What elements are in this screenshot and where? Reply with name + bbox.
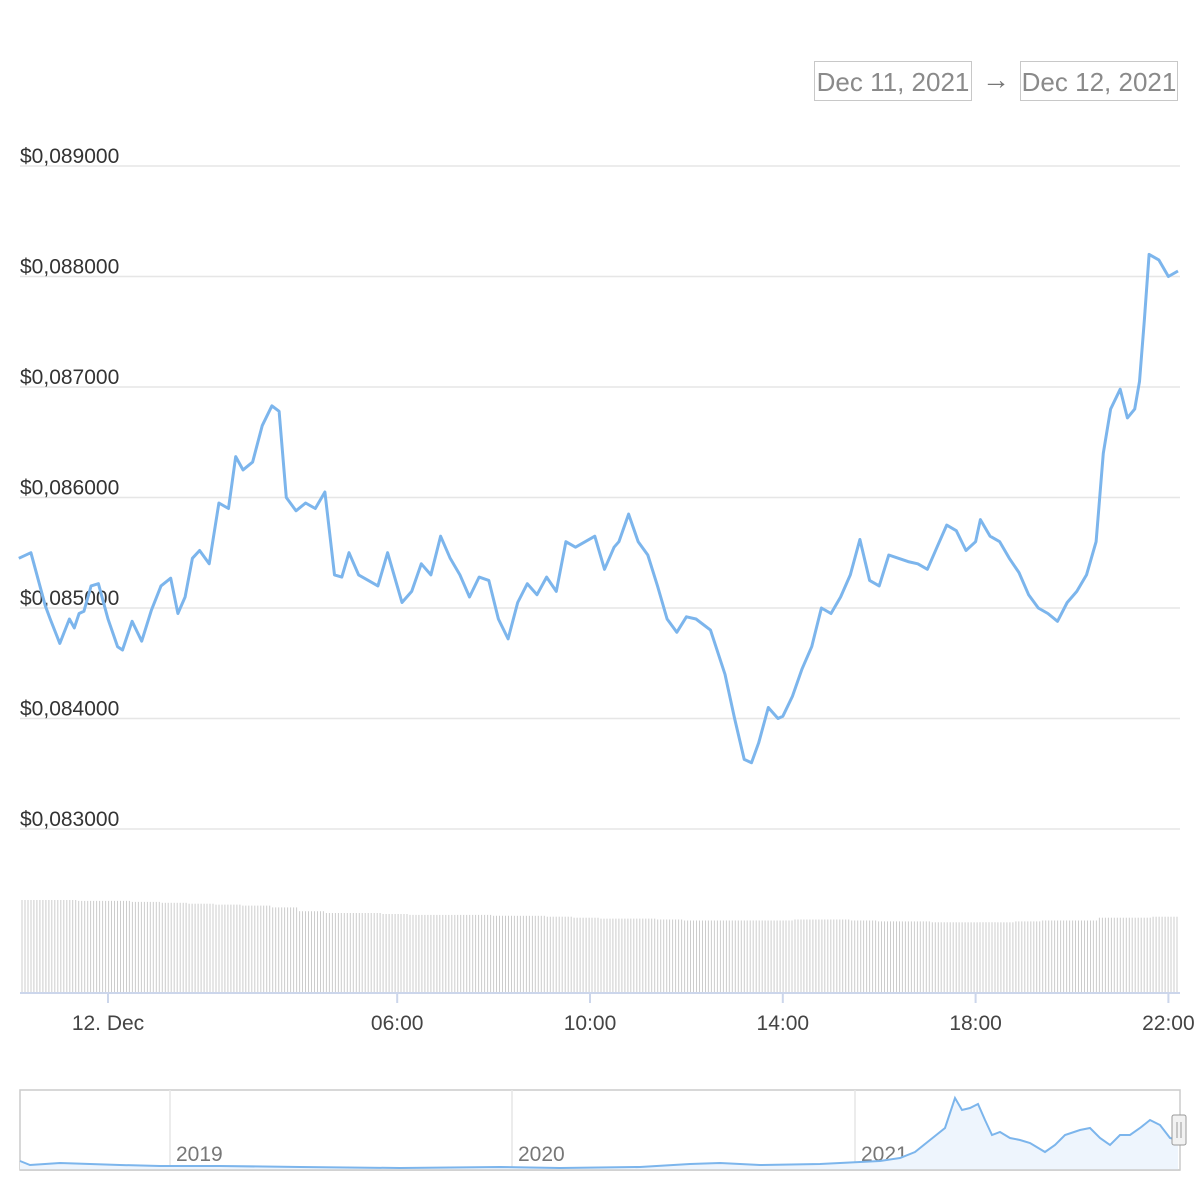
navigator-series-line — [19, 1095, 1179, 1170]
price-line — [18, 252, 1179, 765]
x-tick-label: 22:00 — [1142, 1012, 1195, 1035]
navigator-handle[interactable] — [1171, 1114, 1187, 1146]
volume-bars — [21, 900, 1178, 993]
y-axis-labels: $0,089000 $0,088000 $0,087000 $0,086000 $0,0… — [20, 145, 119, 831]
x-axis: 12. Dec 06:00 10:00 14:00 18:00 22:00 — [20, 992, 1195, 1035]
range-to-input[interactable]: Dec 12, 2021 — [1020, 61, 1178, 101]
y-tick-label: $0,089000 — [20, 145, 119, 168]
navigator[interactable]: 2019 2020 2021 — [19, 1089, 1187, 1171]
x-tick-label: 14:00 — [757, 1012, 810, 1035]
y-tick-label: $0,086000 — [20, 477, 119, 500]
navigator-area — [20, 1098, 1178, 1170]
grid-lines — [20, 165, 1180, 830]
x-tick-label: 06:00 — [371, 1012, 424, 1035]
y-tick-label: $0,083000 — [20, 808, 119, 831]
x-tick-label: 10:00 — [564, 1012, 617, 1035]
y-tick-label: $0,088000 — [20, 256, 119, 279]
navigator-year-label: 2019 — [176, 1143, 223, 1166]
x-tick-label: 18:00 — [949, 1012, 1002, 1035]
navigator-year-label: 2020 — [518, 1143, 565, 1166]
price-series — [18, 252, 1179, 765]
y-tick-label: $0,084000 — [20, 698, 119, 721]
range-arrow-icon: → — [982, 64, 1010, 95]
x-tick-label: 12. Dec — [72, 1012, 144, 1035]
range-from-input[interactable]: Dec 11, 2021 — [814, 61, 972, 101]
y-tick-label: $0,087000 — [20, 366, 119, 389]
